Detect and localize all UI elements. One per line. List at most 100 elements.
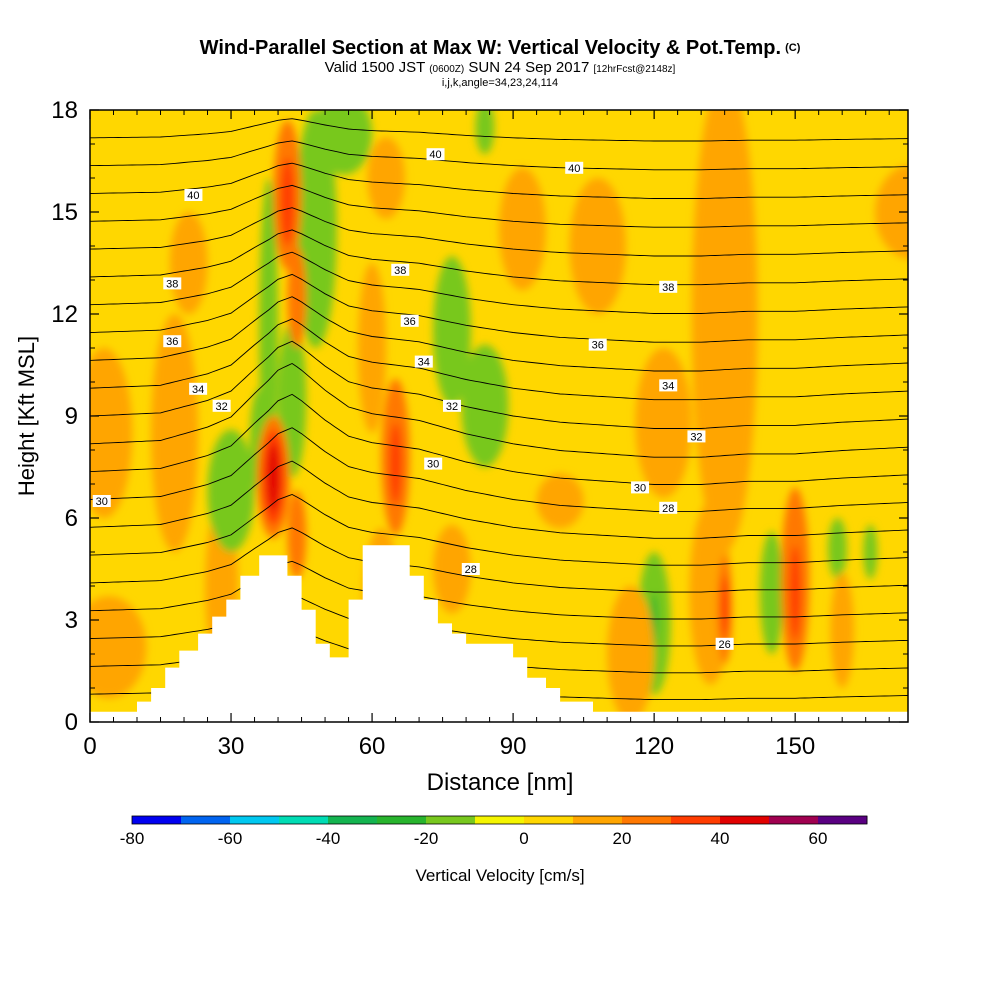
- colorbar-tick-label: 20: [613, 829, 632, 848]
- velocity-cell: [789, 545, 801, 641]
- title-block: Wind-Parallel Section at Max W: Vertical…: [0, 36, 1000, 89]
- contour-label: 32: [212, 399, 231, 413]
- svg-text:38: 38: [394, 265, 406, 277]
- svg-text:34: 34: [418, 357, 430, 369]
- velocity-cell: [875, 164, 908, 260]
- colorbar-tick-label: -20: [414, 829, 439, 848]
- velocity-cell: [720, 575, 729, 638]
- velocity-cell: [357, 263, 387, 433]
- svg-text:34: 34: [662, 380, 674, 392]
- isentrope-line: [90, 162, 908, 199]
- copyright-mark: (C): [785, 42, 801, 54]
- svg-text:28: 28: [662, 503, 674, 515]
- velocity-cell: [367, 137, 405, 219]
- isentrope-line: [90, 296, 908, 372]
- colorbar-swatch: [475, 816, 525, 824]
- colorbar: -80 -60 -40 -20 0 20 40 60: [120, 815, 868, 848]
- isentrope-line: [90, 118, 908, 142]
- contour-label: 28: [659, 501, 678, 515]
- y-tick-label: 3: [65, 607, 78, 634]
- velocity-cell: [759, 531, 784, 654]
- velocity-cell: [151, 314, 199, 552]
- contour-label: 32: [442, 399, 461, 413]
- velocity-cell: [475, 110, 495, 155]
- colorbar-tick-label: -60: [218, 829, 243, 848]
- svg-text:40: 40: [429, 149, 441, 161]
- velocity-cell: [287, 246, 307, 348]
- isentrope-line: [90, 273, 908, 343]
- isentrope-line: [90, 393, 908, 485]
- colorbar-swatch: [671, 816, 721, 824]
- svg-text:28: 28: [465, 564, 477, 576]
- svg-text:38: 38: [166, 278, 178, 290]
- contour-label: 38: [163, 277, 182, 290]
- isentrope-line: [90, 427, 908, 512]
- y-tick-label: 12: [51, 301, 78, 328]
- svg-text:32: 32: [216, 401, 228, 413]
- section-indices: i,j,k,angle=34,23,24,114: [441, 77, 559, 89]
- vertical-velocity-field: [90, 110, 908, 722]
- isentrope-line: [90, 527, 908, 593]
- colorbar-swatch: [279, 816, 329, 824]
- svg-text:26: 26: [719, 639, 731, 651]
- contour-label: 36: [163, 335, 182, 348]
- svg-text:30: 30: [96, 496, 108, 508]
- velocity-cell: [315, 110, 373, 175]
- velocity-cell: [169, 212, 208, 314]
- contour-label: 34: [189, 382, 208, 396]
- velocity-cell: [461, 344, 509, 467]
- colorbar-tick-label: 60: [809, 829, 828, 848]
- contour-label: 36: [400, 314, 419, 328]
- x-axis-label: Distance [nm]: [427, 769, 574, 796]
- svg-text:30: 30: [634, 482, 646, 494]
- contour-label: 32: [687, 430, 706, 443]
- velocity-cell: [259, 178, 279, 484]
- velocity-cell: [499, 167, 547, 291]
- velocity-cell: [830, 572, 854, 688]
- colorbar-swatch: [426, 816, 476, 824]
- svg-text:36: 36: [404, 316, 416, 328]
- contour-label: 38: [391, 263, 410, 277]
- contour-label: 38: [659, 280, 678, 294]
- colorbar-tick-label: 40: [711, 829, 730, 848]
- svg-text:40: 40: [568, 163, 580, 175]
- colorbar-swatch: [622, 816, 672, 824]
- y-tick-label: 9: [65, 403, 78, 430]
- colorbar-tick-label: -80: [120, 829, 145, 848]
- contour-label: 30: [92, 495, 111, 508]
- velocity-cell: [90, 596, 147, 699]
- velocity-cell: [607, 586, 655, 722]
- chart-title: Wind-Parallel Section at Max W: Vertical…: [199, 37, 801, 59]
- contour-label: 26: [715, 637, 734, 651]
- colorbar-swatch: [132, 816, 182, 824]
- colorbar-swatch: [377, 816, 427, 824]
- contour-label: 40: [184, 189, 203, 202]
- potential-temperature-contours: [90, 118, 908, 701]
- velocity-cell: [389, 422, 402, 505]
- velocity-cell: [207, 429, 255, 552]
- x-tick-label: 0: [83, 733, 96, 760]
- isentrope-line: [90, 318, 908, 401]
- velocity-cell: [569, 178, 626, 314]
- y-tick-label: 18: [51, 97, 78, 124]
- colorbar-label: Vertical Velocity [cm/s]: [415, 866, 584, 885]
- svg-text:36: 36: [592, 340, 604, 352]
- svg-text:30: 30: [427, 459, 439, 471]
- svg-text:34: 34: [192, 384, 204, 396]
- svg-text:38: 38: [662, 282, 674, 294]
- velocity-cell: [635, 348, 692, 498]
- terrain-profile: [90, 545, 908, 722]
- contour-labels: 30 34 36 38 40 32 40 38 36 34 32 30 28 40 36 38 34 32 30 28…: [92, 148, 734, 651]
- isentrope-line: [90, 251, 908, 314]
- colorbar-tick-label: 0: [519, 829, 528, 848]
- contour-label: 34: [659, 379, 678, 392]
- contour-label: 36: [588, 338, 607, 352]
- contour-label: 30: [631, 481, 650, 494]
- contour-label: 28: [461, 563, 480, 576]
- x-tick-label: 30: [218, 733, 245, 760]
- colorbar-swatch: [818, 816, 868, 824]
- isentrope-line: [90, 207, 908, 257]
- colorbar-swatch: [769, 816, 819, 824]
